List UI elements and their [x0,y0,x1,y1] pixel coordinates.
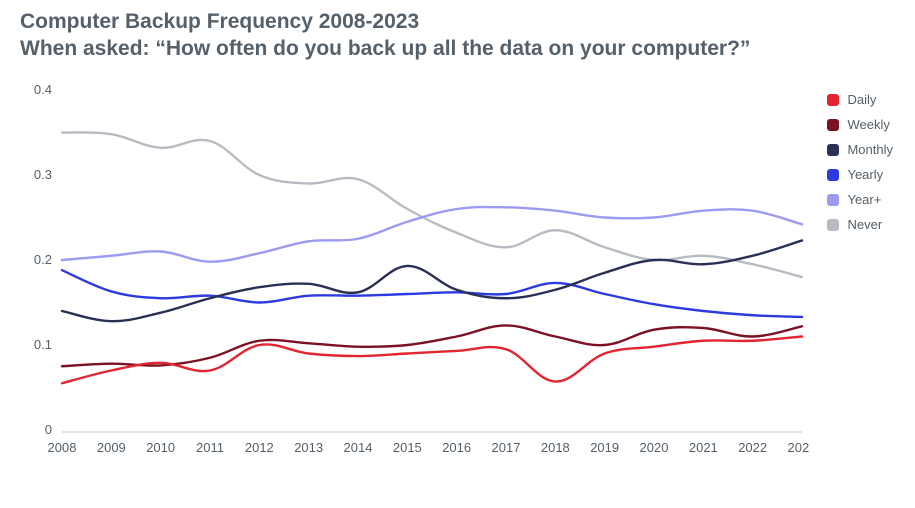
x-tick-label: 2018 [541,440,570,455]
legend-swatch [827,94,839,106]
x-tick-label: 2022 [738,440,767,455]
legend-swatch [827,194,839,206]
legend-item-daily[interactable]: Daily [827,92,893,107]
x-tick-label: 2014 [344,440,373,455]
x-tick-label: 2010 [146,440,175,455]
x-tick-label: 2017 [492,440,521,455]
series-year-plus [62,207,802,262]
legend-swatch [827,169,839,181]
y-tick-label: 0.2 [34,252,52,267]
y-tick-label: 0.3 [34,167,52,182]
y-tick-label: 0 [45,422,52,437]
chart-area: 0 0.1 0.2 0.3 0.4 2008 2009 2010 2011 2012 2013 201… [20,80,810,480]
y-tick-label: 0.1 [34,337,52,352]
legend-item-yearly[interactable]: Yearly [827,167,893,182]
legend-label: Monthly [847,142,893,157]
legend-item-year-plus[interactable]: Year+ [827,192,893,207]
legend-item-weekly[interactable]: Weekly [827,117,893,132]
x-tick-label: 2023 [788,440,810,455]
chart-page: { "title_line1": "Computer Backup Freque… [0,0,915,508]
x-tick-label: 2021 [689,440,718,455]
legend-label: Weekly [847,117,889,132]
legend-swatch [827,119,839,131]
line-chart-svg: 0 0.1 0.2 0.3 0.4 2008 2009 2010 2011 2012 2013 201… [20,80,810,480]
x-tick-label: 2011 [196,440,224,455]
x-tick-label: 2008 [48,440,77,455]
x-tick-label: 2020 [640,440,669,455]
chart-title-line1: Computer Backup Frequency 2008-2023 [20,8,750,35]
series-never [62,132,802,277]
series-weekly [62,325,802,366]
legend: Daily Weekly Monthly Yearly Year+ Never [827,92,893,232]
legend-label: Year+ [847,192,881,207]
x-tick-label: 2013 [294,440,323,455]
legend-item-never[interactable]: Never [827,217,893,232]
x-tick-label: 2012 [245,440,274,455]
x-tick-label: 2019 [590,440,619,455]
legend-item-monthly[interactable]: Monthly [827,142,893,157]
legend-label: Yearly [847,167,883,182]
series-daily [62,337,802,384]
x-tick-label: 2015 [393,440,422,455]
x-tick-label: 2016 [442,440,471,455]
legend-swatch [827,144,839,156]
chart-titles: Computer Backup Frequency 2008-2023 When… [20,8,750,63]
x-tick-label: 2009 [97,440,126,455]
legend-swatch [827,219,839,231]
legend-label: Daily [847,92,876,107]
legend-label: Never [847,217,882,232]
chart-title-line2: When asked: “How often do you back up al… [20,35,750,62]
y-tick-label: 0.4 [34,82,52,97]
